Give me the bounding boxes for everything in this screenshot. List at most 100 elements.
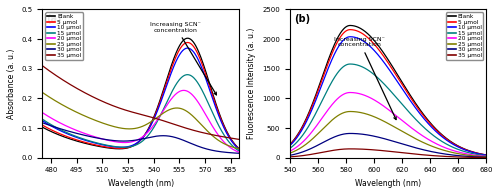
15 μmol [156, 118, 162, 121]
20 μmol [337, 95, 343, 98]
15 μmol [74, 136, 80, 138]
15 μmol [188, 74, 194, 77]
20 μmol [90, 135, 96, 137]
Line: Blank: Blank [42, 38, 239, 149]
Line: 25 μmol: 25 μmol [290, 112, 486, 157]
30 μmol [403, 144, 409, 146]
25 μmol [337, 113, 343, 115]
15 μmol [184, 74, 190, 76]
10 μmol [184, 47, 190, 49]
35 μmol [347, 148, 353, 150]
Text: (a): (a) [46, 14, 62, 24]
25 μmol [128, 128, 134, 130]
10 μmol [74, 136, 80, 139]
30 μmol [236, 152, 242, 154]
Blank [156, 103, 162, 105]
10 μmol [188, 48, 194, 50]
5 μmol [236, 148, 242, 150]
30 μmol [171, 136, 177, 138]
Blank [435, 130, 441, 132]
5 μmol [376, 49, 382, 51]
5 μmol [403, 89, 409, 92]
25 μmol [376, 118, 382, 120]
35 μmol [286, 156, 292, 158]
Line: 35 μmol: 35 μmol [290, 149, 486, 158]
20 μmol [74, 129, 80, 132]
30 μmol [337, 134, 343, 136]
Blank [376, 45, 382, 48]
15 μmol [418, 124, 424, 126]
25 μmol [403, 132, 409, 135]
30 μmol [322, 141, 328, 143]
Line: 35 μmol: 35 μmol [42, 66, 239, 139]
10 μmol [236, 148, 242, 150]
20 μmol [435, 144, 441, 146]
Line: 20 μmol: 20 μmol [42, 90, 239, 152]
15 μmol [128, 145, 134, 148]
20 μmol [322, 113, 328, 116]
30 μmol [74, 132, 80, 135]
Line: 5 μmol: 5 μmol [42, 43, 239, 149]
25 μmol [347, 110, 353, 113]
X-axis label: Wavelength (nm): Wavelength (nm) [355, 179, 421, 188]
5 μmol [322, 72, 328, 74]
30 μmol [156, 135, 162, 137]
10 μmol [322, 77, 328, 79]
5 μmol [435, 131, 441, 133]
10 μmol [128, 144, 134, 147]
25 μmol [435, 147, 441, 150]
15 μmol [90, 141, 96, 143]
Blank [129, 145, 135, 148]
30 μmol [40, 122, 46, 124]
25 μmol [286, 152, 292, 154]
20 μmol [156, 117, 162, 120]
5 μmol [184, 41, 190, 44]
35 μmol [188, 128, 194, 131]
15 μmol [171, 87, 177, 90]
5 μmol [484, 154, 490, 156]
5 μmol [40, 124, 46, 126]
35 μmol [376, 149, 382, 152]
20 μmol [286, 150, 292, 152]
35 μmol [40, 65, 46, 67]
20 μmol [236, 151, 242, 153]
15 μmol [286, 147, 292, 150]
5 μmol [418, 112, 424, 114]
30 μmol [347, 132, 353, 135]
35 μmol [236, 138, 242, 141]
20 μmol [40, 112, 46, 114]
Blank [90, 144, 96, 146]
10 μmol [286, 145, 292, 147]
Blank [418, 110, 424, 113]
35 μmol [418, 153, 424, 156]
Line: 15 μmol: 15 μmol [290, 64, 486, 156]
15 μmol [403, 107, 409, 110]
15 μmol [347, 63, 353, 65]
Line: 30 μmol: 30 μmol [290, 133, 486, 157]
15 μmol [376, 78, 382, 80]
35 μmol [435, 155, 441, 157]
5 μmol [74, 139, 80, 141]
20 μmol [128, 141, 134, 143]
Blank [236, 147, 242, 150]
Line: 15 μmol: 15 μmol [42, 75, 239, 151]
Blank [484, 154, 490, 156]
Blank [171, 57, 177, 59]
10 μmol [403, 93, 409, 95]
Legend: Blank, 5 μmol, 10 μmol, 15 μmol, 20 μmol, 25 μmol, 30 μmol, 35 μmol: Blank, 5 μmol, 10 μmol, 15 μmol, 20 μmol… [46, 12, 83, 60]
30 μmol [484, 156, 490, 158]
25 μmol [484, 156, 490, 158]
10 μmol [376, 55, 382, 57]
10 μmol [40, 120, 46, 122]
20 μmol [484, 155, 490, 158]
Blank [347, 24, 353, 27]
5 μmol [286, 144, 292, 146]
5 μmol [337, 36, 343, 38]
25 μmol [90, 118, 96, 121]
30 μmol [418, 148, 424, 150]
15 μmol [236, 150, 242, 152]
Blank [184, 37, 190, 39]
25 μmol [156, 115, 162, 118]
30 μmol [435, 152, 441, 154]
Y-axis label: Absorbance (a. u.): Absorbance (a. u.) [7, 48, 16, 119]
